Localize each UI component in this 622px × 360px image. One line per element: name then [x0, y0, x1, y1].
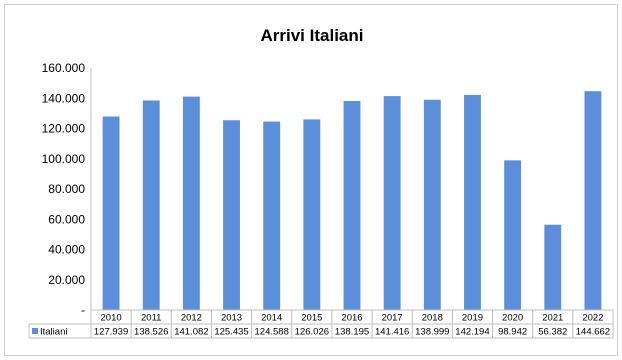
data-label: 127.939	[94, 327, 128, 338]
legend-series-name: Italiani	[40, 327, 67, 338]
bar	[263, 121, 281, 310]
bar	[142, 100, 160, 310]
bar	[544, 224, 562, 310]
y-tick-label: 120.000	[42, 122, 86, 136]
y-tick-label: 40.000	[48, 243, 85, 257]
bars	[102, 91, 602, 311]
x-tick-label: 2018	[422, 313, 443, 324]
data-label: 138.195	[335, 327, 369, 338]
data-label: 141.082	[174, 327, 208, 338]
y-tick-label: -	[81, 303, 85, 317]
legend-swatch	[32, 328, 38, 334]
data-label: 138.999	[415, 327, 449, 338]
y-tick-label: 60.000	[48, 212, 85, 226]
data-label: 125.435	[214, 327, 248, 338]
bar	[423, 99, 441, 311]
chart-svg: Arrivi Italiani - 20.000 40.000 60.000 80.00…	[28, 26, 614, 339]
bar	[223, 120, 240, 310]
bar	[303, 119, 321, 310]
data-table: Italiani 2010 127.939 2011 138.526 2012 141.08…	[28, 309, 614, 339]
y-tick-label: 20.000	[48, 273, 85, 287]
data-label: 141.416	[375, 327, 409, 338]
bar	[343, 100, 361, 310]
bar	[383, 96, 401, 310]
data-label: 142.194	[455, 327, 489, 338]
data-label: 98.942	[498, 327, 527, 338]
y-tick-label: 140.000	[42, 91, 86, 105]
x-tick-label: 2019	[462, 313, 483, 324]
bar	[504, 160, 522, 310]
bar	[464, 94, 481, 310]
chart-frame: Arrivi Italiani - 20.000 40.000 60.000 80.00…	[4, 4, 618, 356]
data-label: 126.026	[295, 327, 329, 338]
data-label: 138.526	[134, 327, 168, 338]
x-tick-label: 2015	[301, 313, 322, 324]
x-tick-label: 2021	[542, 313, 563, 324]
chart-title: Arrivi Italiani	[261, 26, 364, 45]
x-tick-label: 2011	[141, 313, 161, 324]
y-tick-label: 100.000	[42, 152, 86, 166]
x-tick-label: 2020	[502, 313, 523, 324]
y-axis: - 20.000 40.000 60.000 80.000 100.000 120.000 1…	[42, 61, 92, 317]
data-label: 124.588	[255, 327, 289, 338]
bar	[584, 91, 602, 310]
x-tick-label: 2022	[582, 313, 603, 324]
x-tick-label: 2012	[181, 313, 202, 324]
bar	[102, 116, 120, 310]
x-tick-label: 2014	[261, 313, 282, 324]
y-tick-label: 160.000	[42, 61, 86, 75]
y-tick-label: 80.000	[48, 182, 85, 196]
x-tick-label: 2010	[101, 313, 122, 324]
x-tick-label: 2016	[341, 313, 362, 324]
bar	[182, 96, 200, 311]
data-label: 144.662	[576, 327, 610, 338]
x-tick-label: 2017	[382, 313, 403, 324]
x-tick-label: 2013	[221, 313, 242, 324]
data-label: 56.382	[538, 327, 567, 338]
